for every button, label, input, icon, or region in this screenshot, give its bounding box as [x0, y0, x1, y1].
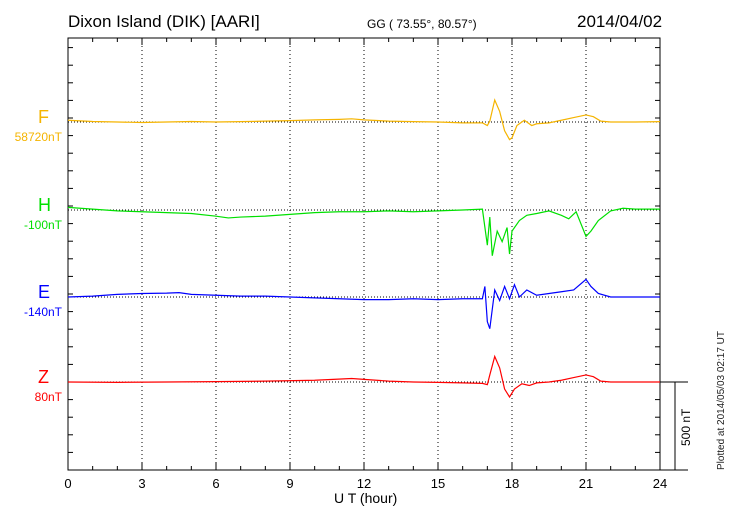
- x-axis-label: U T (hour): [334, 490, 398, 506]
- series-name-E: E: [38, 282, 51, 302]
- x-tick-label: 15: [431, 476, 445, 491]
- series-line-E: [67, 278, 660, 329]
- x-tick-label: 6: [212, 476, 219, 491]
- series-name-F: F: [38, 107, 49, 127]
- series-line-Z: [67, 354, 660, 399]
- x-tick-label: 9: [286, 476, 293, 491]
- chart-date: 2014/04/02: [577, 12, 663, 31]
- x-tick-label: 3: [138, 476, 145, 491]
- x-tick-label: 0: [64, 476, 71, 491]
- series-line-F: [67, 98, 661, 141]
- baseline-label-H: -100nT: [23, 218, 62, 232]
- chart-title: Dixon Island (DIK) [AARI]: [68, 12, 260, 31]
- series-line-H: [67, 206, 660, 256]
- baseline-label-E: -140nT: [23, 305, 62, 319]
- x-tick-label: 18: [505, 476, 519, 491]
- series-name-H: H: [38, 195, 51, 215]
- x-tick-label: 12: [357, 476, 371, 491]
- x-tick-label: 21: [579, 476, 593, 491]
- series-name-Z: Z: [38, 367, 49, 387]
- baseline-label-F: 58720nT: [14, 130, 62, 144]
- x-tick-label: 24: [653, 476, 667, 491]
- station-coords: GG ( 73.55°, 80.57°): [367, 17, 477, 31]
- baseline-label-Z: 80nT: [34, 390, 62, 404]
